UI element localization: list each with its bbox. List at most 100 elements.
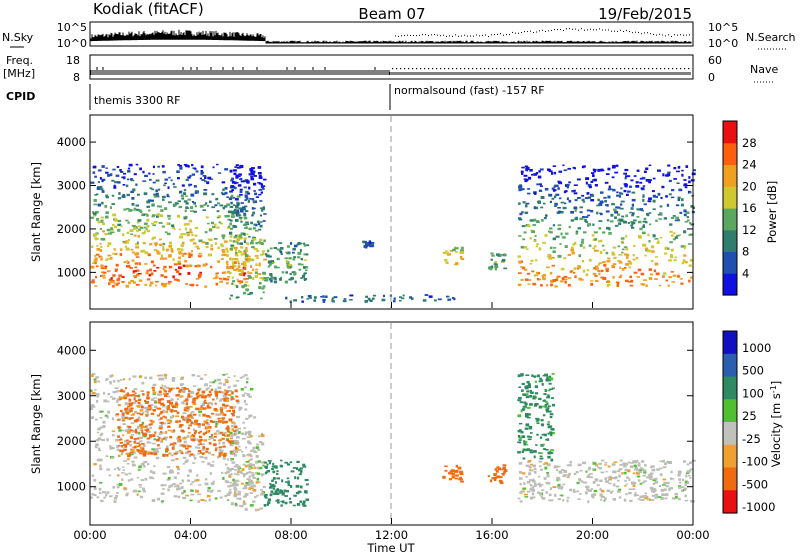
echo-cell bbox=[639, 177, 643, 180]
echo-cell bbox=[211, 221, 214, 225]
echo-cell bbox=[531, 486, 535, 489]
echo-cell bbox=[231, 180, 235, 184]
echo-cell bbox=[124, 387, 127, 390]
echo-cell bbox=[537, 278, 542, 281]
echo-cell bbox=[262, 485, 266, 489]
echo-cell bbox=[566, 464, 569, 467]
echo-cell bbox=[190, 438, 194, 441]
echo-cell bbox=[550, 428, 555, 431]
echo-cell bbox=[645, 179, 650, 182]
echo-cell bbox=[197, 274, 201, 278]
echo-cell bbox=[105, 455, 109, 457]
echo-cell bbox=[220, 431, 223, 434]
echo-cell bbox=[665, 195, 668, 198]
echo-cell bbox=[620, 274, 623, 277]
echo-cell bbox=[621, 251, 624, 254]
echo-cell bbox=[303, 242, 306, 245]
echo-cell bbox=[189, 183, 193, 186]
echo-cell bbox=[179, 190, 182, 194]
echo-cell bbox=[265, 254, 270, 258]
echo-cell bbox=[219, 277, 222, 280]
echo-cell bbox=[204, 180, 207, 183]
echo-cell bbox=[523, 174, 528, 177]
echo-cell bbox=[109, 495, 113, 498]
echo-cell bbox=[126, 264, 131, 268]
echo-cell bbox=[520, 430, 524, 434]
echo-cell bbox=[536, 183, 540, 186]
echo-cell bbox=[642, 243, 646, 247]
echo-cell bbox=[153, 221, 158, 224]
ytick-label: 4000 bbox=[57, 343, 86, 357]
echo-cell bbox=[180, 452, 184, 455]
echo-cell bbox=[612, 263, 617, 266]
echo-cell bbox=[217, 420, 222, 423]
echo-cell bbox=[241, 285, 245, 288]
echo-cell bbox=[149, 434, 153, 436]
echo-cell bbox=[243, 278, 247, 281]
echo-cell bbox=[303, 253, 306, 256]
nsearch-tick-top: 10^5 bbox=[708, 21, 738, 34]
echo-cell bbox=[665, 246, 668, 249]
echo-cell bbox=[248, 475, 251, 478]
echo-cell bbox=[208, 498, 211, 502]
echo-cell bbox=[137, 401, 141, 404]
echo-cell bbox=[139, 210, 143, 214]
echo-cell bbox=[260, 191, 263, 194]
echo-cell bbox=[224, 392, 228, 396]
echo-cell bbox=[238, 445, 241, 448]
echo-cell bbox=[217, 413, 221, 416]
echo-cell bbox=[557, 465, 561, 468]
colorbar-swatch bbox=[723, 186, 737, 209]
echo-cell bbox=[562, 206, 567, 210]
echo-cell bbox=[164, 416, 167, 419]
echo-cell bbox=[642, 474, 646, 477]
echo-cell bbox=[127, 407, 131, 411]
echo-cell bbox=[274, 278, 277, 281]
echo-cell bbox=[198, 449, 202, 453]
echo-cell bbox=[233, 449, 238, 452]
echo-cell bbox=[130, 453, 134, 456]
echo-cell bbox=[132, 271, 135, 274]
echo-cell bbox=[550, 279, 554, 283]
echo-cell bbox=[100, 410, 104, 413]
echo-cell bbox=[663, 466, 667, 468]
echo-cell bbox=[182, 390, 186, 393]
echo-cell bbox=[201, 390, 206, 394]
echo-cell bbox=[199, 430, 202, 433]
echo-cell bbox=[566, 476, 570, 479]
echo-cell bbox=[451, 473, 455, 476]
echo-cell bbox=[154, 431, 157, 434]
echo-cell bbox=[207, 176, 212, 180]
echo-cell bbox=[245, 221, 249, 224]
echo-cell bbox=[262, 464, 265, 467]
echo-cell bbox=[263, 178, 267, 181]
echo-cell bbox=[146, 205, 150, 208]
echo-cell bbox=[146, 401, 149, 404]
echo-cell bbox=[548, 499, 551, 502]
echo-cell bbox=[518, 439, 522, 441]
echo-cell bbox=[260, 207, 263, 210]
echo-cell bbox=[613, 208, 617, 212]
echo-cell bbox=[222, 271, 227, 274]
echo-cell bbox=[209, 416, 212, 419]
echo-cell bbox=[273, 247, 278, 249]
echo-cell bbox=[538, 247, 542, 251]
echo-cell bbox=[257, 241, 261, 244]
echo-cell bbox=[547, 394, 550, 397]
echo-cell bbox=[187, 445, 192, 448]
echo-cell bbox=[198, 394, 202, 397]
echo-cell bbox=[182, 496, 186, 500]
echo-cell bbox=[239, 193, 243, 196]
echo-cell bbox=[635, 181, 638, 184]
echo-cell bbox=[251, 214, 254, 217]
echo-cell bbox=[618, 222, 622, 225]
echo-cell bbox=[526, 380, 530, 384]
echo-cell bbox=[628, 175, 631, 177]
echo-cell bbox=[190, 283, 195, 287]
echo-cell bbox=[655, 493, 659, 497]
echo-cell bbox=[205, 216, 209, 219]
echo-cell bbox=[536, 418, 540, 422]
echo-cell bbox=[140, 250, 143, 253]
echo-cell bbox=[214, 276, 219, 279]
echo-cell bbox=[658, 484, 661, 487]
